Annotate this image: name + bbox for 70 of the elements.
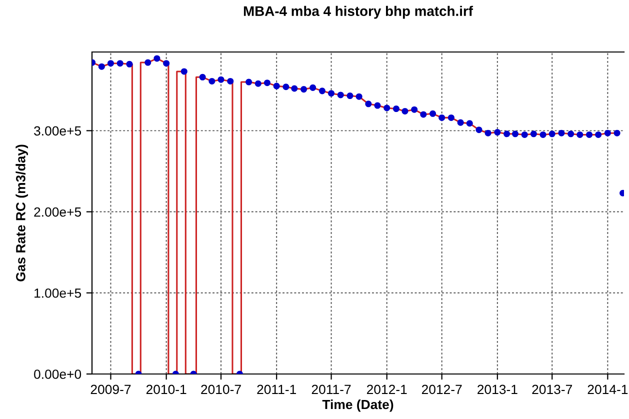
point [163,60,170,67]
point [208,78,216,84]
x-tick-label: 2014-1 [588,384,628,394]
chart-title: MBA-4 mba 4 history bhp match.irf [244,6,474,19]
point [614,130,620,136]
point [548,130,556,138]
point [504,130,510,138]
point [328,90,335,97]
point [521,131,528,138]
point [392,106,400,112]
point [494,129,501,136]
point [227,78,234,84]
y-tick-label: 3.00e+5 [34,126,82,136]
point [402,108,408,114]
y-tick-label: 2.00e+5 [34,207,82,217]
x-tick-label: 2013-1 [478,384,518,394]
point [438,114,446,121]
point [374,102,381,109]
point [604,130,611,136]
point [337,92,344,98]
x-tick-label: 2011-1 [257,384,296,394]
x-tick-label: 2009-7 [90,384,131,394]
point [291,85,298,92]
point [356,93,362,100]
x-tick-label: 2012-1 [366,384,407,394]
point [558,130,565,136]
point [512,130,518,138]
point [466,120,473,127]
x-tick-label: 2012-7 [422,384,462,394]
point [246,78,252,86]
point [595,131,602,138]
x-tick-label: 2011-7 [312,384,351,394]
point [282,84,290,90]
y-tick-label: 0.00e+0 [34,370,82,379]
x-tick-label: 2013-7 [532,384,572,394]
point [116,60,124,67]
point [154,55,160,62]
point [310,84,316,91]
point [384,104,390,112]
point [346,92,354,100]
point [254,80,262,87]
x-tick-label: 2010-7 [201,384,241,394]
point [430,110,436,117]
point [448,114,454,121]
point [476,126,482,134]
point [107,60,114,67]
point [98,63,105,70]
point [218,76,224,83]
point [484,130,492,136]
point [586,131,593,138]
point [568,130,574,138]
point [457,119,464,126]
point [530,130,537,138]
x-axis-title: Time (Date) [322,399,394,412]
point [300,86,308,93]
y-tick-label: 1.00e+5 [34,288,82,298]
point [126,60,133,68]
point [411,106,418,113]
point [273,82,280,90]
point [318,88,326,94]
point [180,68,188,75]
point [264,80,270,86]
point [365,100,372,108]
x-tick-label: 2010-1 [146,384,186,394]
point [576,131,584,138]
point [540,131,546,138]
y-axis-title: Gas Rate RC (m3/day) [16,144,28,282]
point [144,59,152,66]
point [199,74,206,80]
point [420,111,427,118]
